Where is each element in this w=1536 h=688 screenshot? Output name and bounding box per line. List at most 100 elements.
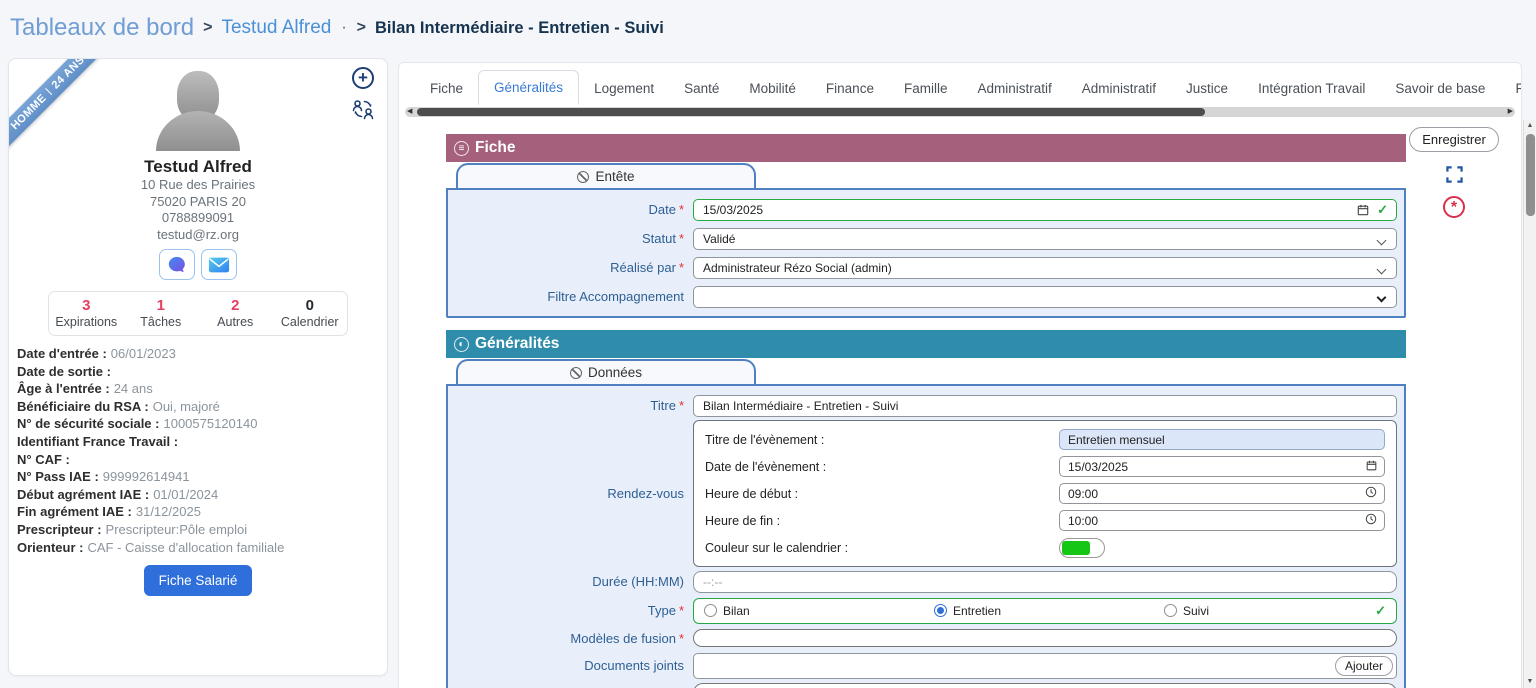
required-fields-icon[interactable]: * (1443, 196, 1465, 218)
stat-autres[interactable]: 2 Autres (198, 297, 273, 329)
date-label: Date (648, 202, 676, 217)
donnees-subtab[interactable]: Données (456, 359, 756, 384)
scroll-right-arrow-icon[interactable]: ▶ (1507, 108, 1513, 115)
ajouter-button[interactable]: Ajouter (1334, 655, 1393, 676)
radio-entretien[interactable]: Entretien (934, 604, 1164, 618)
sms-chat-button[interactable] (159, 249, 195, 280)
fiche-tab-strip: Entête (446, 162, 1406, 188)
email-address[interactable]: testud@rz.org (157, 226, 239, 242)
required-mark: * (678, 260, 684, 275)
tab-fiche[interactable]: Fiche (430, 81, 464, 96)
calendar-color-picker[interactable] (1059, 537, 1105, 558)
breadcrumb-person-link[interactable]: Testud Alfred (221, 17, 332, 38)
tab-bar: Fiche Généralités Logement Santé Mobilit… (399, 63, 1521, 105)
filtre-label: Filtre Accompagnement (547, 289, 684, 304)
gender-age-ribbon: HOMME24 ANS (8, 59, 111, 156)
date-input[interactable]: 15/03/2025 ✓ (693, 198, 1397, 221)
tab-formation[interactable]: Formation (1515, 81, 1521, 96)
radio-icon (1164, 604, 1177, 617)
required-mark: * (678, 202, 684, 217)
add-icon[interactable]: + (352, 67, 374, 89)
tab-integration-travail[interactable]: Intégration Travail (1258, 81, 1366, 96)
stat-expirations[interactable]: 3 Expirations (49, 297, 124, 329)
horizontal-scroll-thumb[interactable] (417, 108, 1206, 116)
tab-famille[interactable]: Famille (903, 81, 948, 96)
detail-row: N° Pass IAE :999992614941 (17, 468, 379, 486)
scroll-down-arrow-icon[interactable]: ▼ (1526, 678, 1534, 685)
detail-value: 1000575120140 (163, 416, 258, 432)
calendar-icon[interactable] (1366, 460, 1377, 471)
duree-placeholder: --:-- (703, 574, 723, 589)
tab-administratif-2[interactable]: Administratif (1081, 81, 1157, 96)
tab-savoir-de-base[interactable]: Savoir de base (1395, 81, 1486, 96)
tab-mobilite[interactable]: Mobilité (749, 81, 796, 96)
vertical-scroll-thumb[interactable] (1525, 134, 1535, 216)
radio-suivi[interactable]: Suivi (1164, 604, 1209, 618)
detail-value: Oui, majoré (152, 398, 220, 414)
docs-input[interactable]: Ajouter (693, 652, 1397, 679)
donnees-subtab-label: Données (587, 365, 643, 380)
fiche-salarie-button[interactable]: Fiche Salarié (143, 565, 253, 597)
profile-card: HOMME24 ANS + Testud Alfred 10 Rue des P… (8, 58, 388, 676)
tab-generalites[interactable]: Généralités (478, 70, 580, 105)
tab-administratif-1[interactable]: Administratif (977, 81, 1052, 96)
scroll-left-arrow-icon[interactable]: ◀ (407, 108, 413, 115)
tab-justice[interactable]: Justice (1186, 81, 1229, 96)
valid-check-icon: ✓ (1377, 201, 1388, 217)
calendar-icon[interactable] (1357, 204, 1369, 216)
realise-par-label: Réalisé par (610, 260, 676, 275)
statut-label: Statut (641, 231, 676, 246)
breadcrumb-dropdown-dot[interactable]: · (341, 19, 347, 36)
field-row-rendez-vous: Rendez-vous Titre de l'évènement : Entre… (455, 420, 1397, 567)
tab-logement[interactable]: Logement (594, 81, 655, 96)
scroll-up-arrow-icon[interactable]: ▲ (1526, 122, 1534, 129)
fullscreen-icon[interactable] (1445, 166, 1463, 183)
generalites-section-header[interactable]: ◐ Généralités (446, 330, 1406, 358)
detail-value: Prescripteur:Pôle emploi (105, 521, 248, 537)
ribbon-divider (45, 87, 53, 95)
event-date-label: Date de l'évènement : (705, 459, 827, 474)
duree-input[interactable]: --:-- (693, 570, 1397, 593)
person-details-list: Date d'entrée :06/01/2023 Date de sortie… (9, 336, 387, 556)
clock-icon[interactable] (1365, 513, 1377, 525)
realise-par-select[interactable]: Administrateur Rézo Social (admin) (693, 256, 1397, 279)
radio-icon (704, 604, 717, 617)
end-time-input[interactable]: 10:00 (1059, 510, 1385, 531)
detail-label: Identifiant France Travail : (17, 433, 179, 449)
ribbon-gender: HOMME (8, 92, 49, 133)
save-button[interactable]: Enregistrer (1409, 127, 1499, 152)
partial-input[interactable] (693, 683, 1397, 688)
detail-row: Date de sortie : (17, 363, 379, 381)
form-area: ≡ Fiche Entête Date * 15/03/2025 ✓ (446, 121, 1406, 688)
entete-subtab[interactable]: Entête (456, 163, 756, 188)
start-time-label: Heure de début : (705, 486, 799, 501)
fiche-section-header[interactable]: ≡ Fiche (446, 134, 1406, 162)
detail-label: N° CAF : (17, 451, 70, 467)
fusion-input[interactable] (693, 629, 1397, 647)
vertical-scrollbar[interactable]: ▲ ▼ (1523, 120, 1536, 688)
radio-label: Entretien (953, 603, 1002, 618)
circle-slash-icon (577, 170, 590, 183)
statut-select[interactable]: Validé (693, 227, 1397, 250)
detail-row: Prescripteur : Prescripteur:Pôle emploi (17, 521, 379, 539)
referral-people-icon[interactable] (351, 97, 375, 121)
breadcrumb-root-link[interactable]: Tableaux de bord (10, 14, 195, 41)
tab-sante[interactable]: Santé (684, 81, 720, 96)
stat-calendrier[interactable]: 0 Calendrier (273, 297, 348, 329)
tab-finance[interactable]: Finance (825, 81, 874, 96)
detail-row: N° CAF : (17, 451, 379, 469)
filtre-select[interactable] (693, 285, 1397, 308)
event-date-input[interactable]: 15/03/2025 (1059, 456, 1385, 477)
titre-input[interactable]: Bilan Intermédiaire - Entretien - Suivi (693, 394, 1397, 417)
event-title-input[interactable]: Entretien mensuel (1059, 429, 1385, 450)
circle-slash-icon (569, 366, 582, 379)
start-time-input[interactable]: 09:00 (1059, 483, 1385, 504)
detail-row: Identifiant France Travail : (17, 433, 379, 451)
tabs-horizontal-scrollbar[interactable]: ◀ ▶ (405, 107, 1515, 117)
clock-icon[interactable] (1365, 486, 1377, 498)
stat-taches[interactable]: 1 Tâches (124, 297, 199, 329)
detail-row: Bénéficiaire du RSA : Oui, majoré (17, 398, 379, 416)
email-button[interactable] (201, 249, 237, 280)
breadcrumb: Tableaux de bord > Testud Alfred · > Bil… (10, 8, 664, 48)
radio-bilan[interactable]: Bilan (704, 604, 934, 618)
